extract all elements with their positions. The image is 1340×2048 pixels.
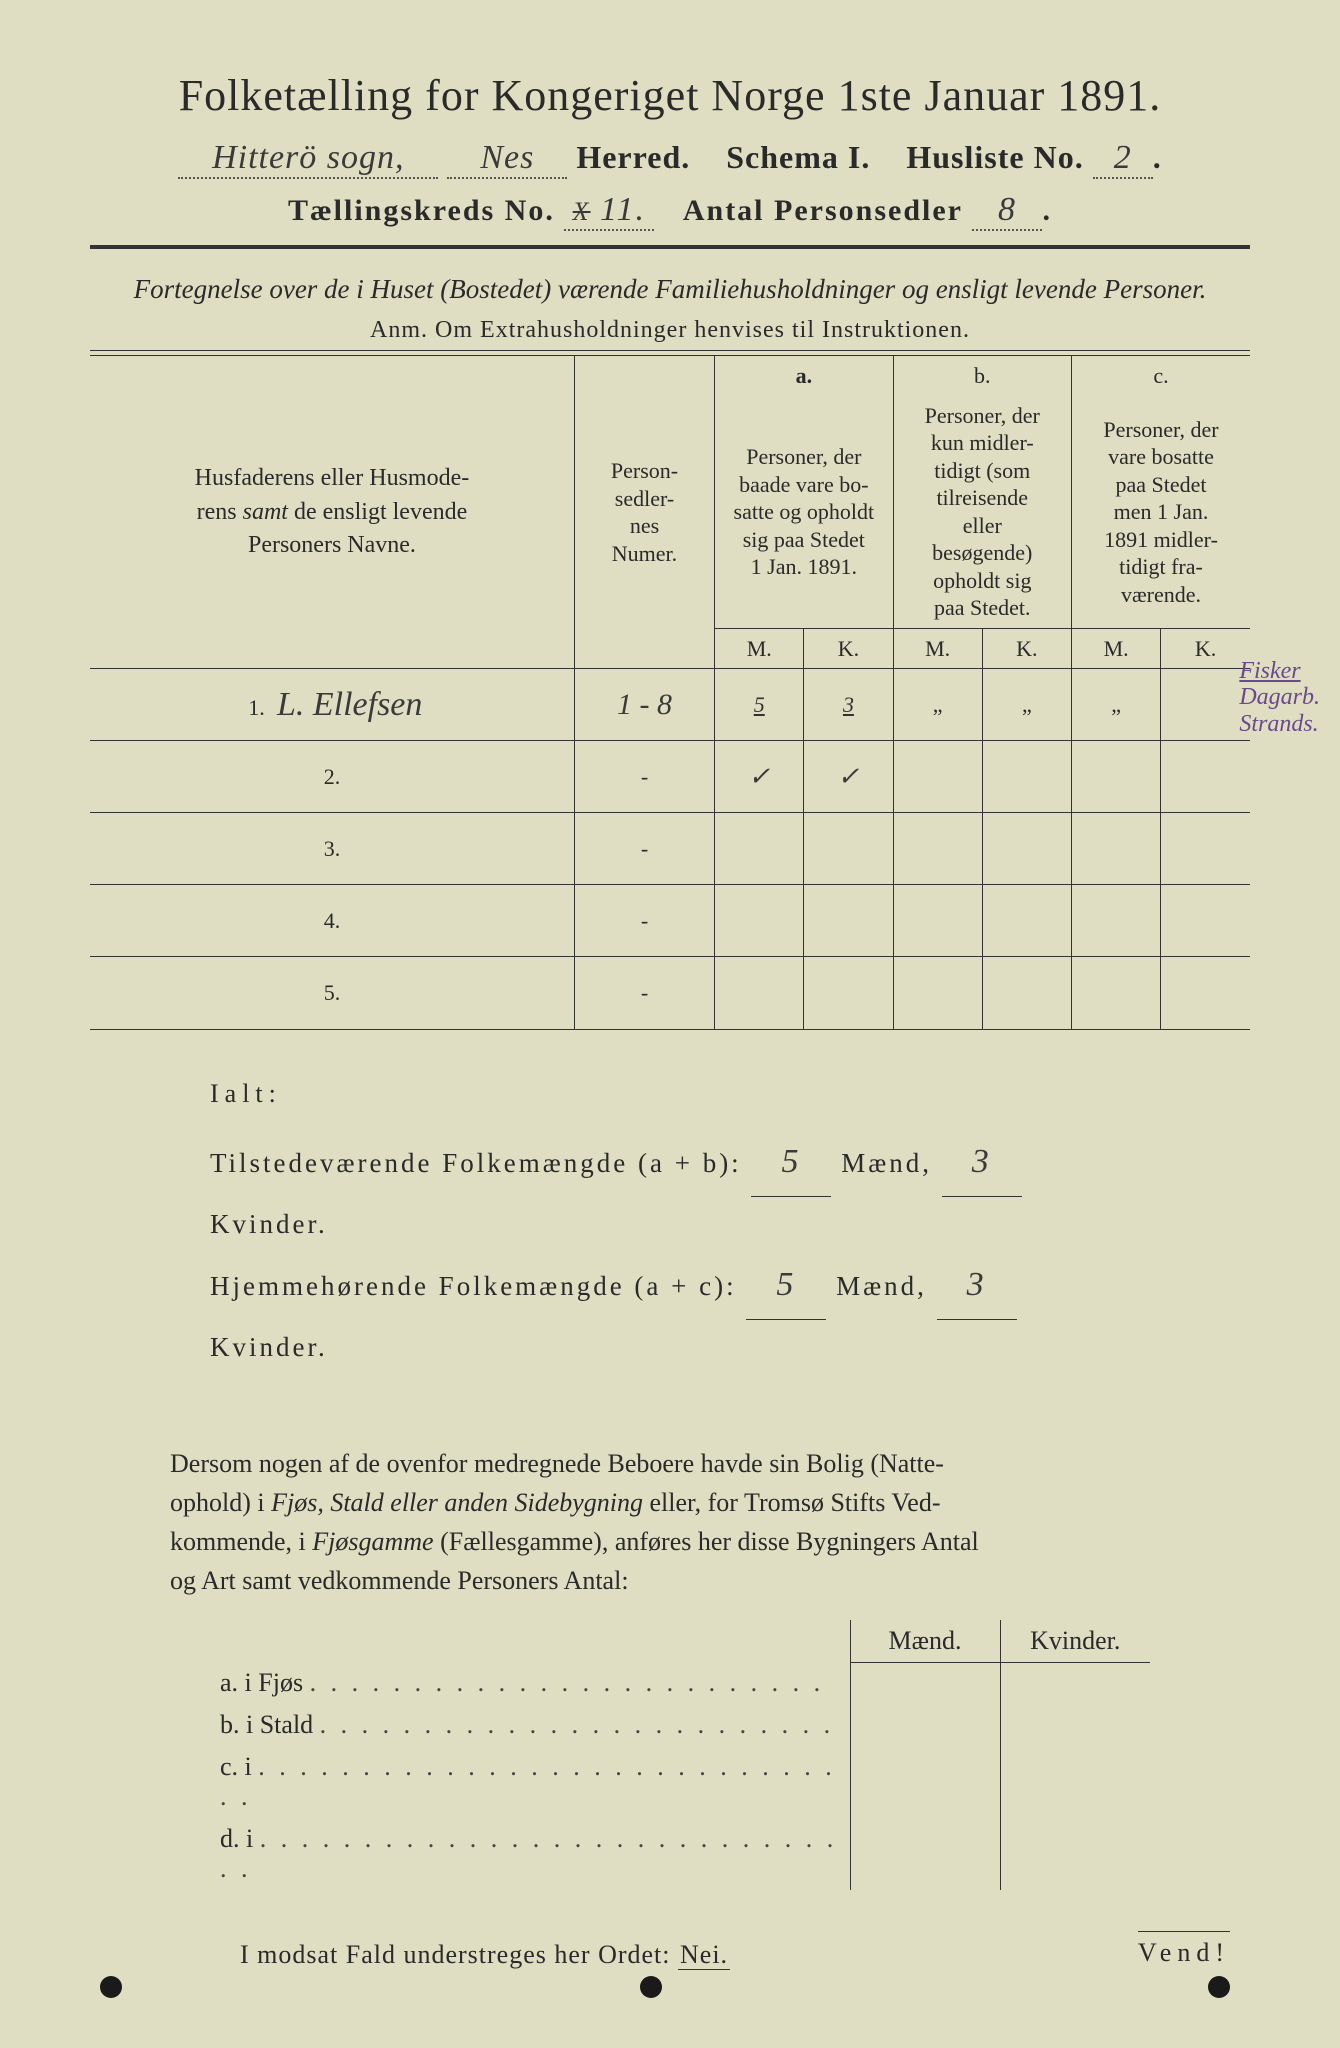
anm-note: Anm. Om Extrahusholdninger henvises til … xyxy=(90,317,1250,344)
maend-header: Mænd. xyxy=(850,1620,1000,1663)
col-b-label: b. xyxy=(893,356,1071,396)
col-b-k: K. xyxy=(982,628,1071,669)
punch-hole-icon xyxy=(1208,1976,1230,1998)
page-title: Folketælling for Kongeriget Norge 1ste J… xyxy=(90,70,1250,121)
building-table: Mænd. Kvinder. a. i Fjøs . . . . . . . .… xyxy=(210,1620,1150,1891)
building-row: d. i . . . . . . . . . . . . . . . . . .… xyxy=(210,1818,1150,1890)
header-line-2: Tællingskreds No. X 11. Antal Personsedl… xyxy=(90,191,1250,231)
col-c-k: K. xyxy=(1161,628,1250,669)
col-b-text: Personer, derkun midler-tidigt (somtilre… xyxy=(893,396,1071,629)
instruction-paragraph: Dersom nogen af de ovenfor medregnede Be… xyxy=(170,1444,1190,1600)
building-row: b. i Stald . . . . . . . . . . . . . . .… xyxy=(210,1704,1150,1746)
ialt-label: Ialt: xyxy=(210,1068,1130,1120)
building-row: c. i . . . . . . . . . . . . . . . . . .… xyxy=(210,1746,1150,1818)
table-bottom-rule xyxy=(90,1029,1250,1030)
header-line-1: Hitterö sogn, Nes Herred. Schema I. Husl… xyxy=(90,139,1250,179)
marginal-notes: Fisker Dagarb. Strands. xyxy=(1239,658,1320,737)
schema-label: Schema I. xyxy=(726,139,870,175)
kreds-no: X 11. xyxy=(564,191,654,231)
husliste-no: 2 xyxy=(1093,139,1153,179)
totals-block: Ialt: Tilstedeværende Folkemængde (a + b… xyxy=(210,1068,1130,1374)
sogn-field: Hitterö sogn, xyxy=(178,139,438,179)
table-row: 5. - xyxy=(90,957,1250,1029)
col-a-k: K. xyxy=(804,628,893,669)
table-row: 1. L. Ellefsen 1 - 8 5 3 „ „ „ xyxy=(90,669,1250,741)
kvinder-header: Kvinder. xyxy=(1000,1620,1150,1663)
col-c-text: Personer, dervare bosattepaa Stedetmen 1… xyxy=(1071,396,1250,629)
punch-hole-icon xyxy=(100,1976,122,1998)
antal-no: 8 xyxy=(972,191,1042,231)
husliste-label: Husliste No. xyxy=(906,139,1083,175)
kreds-label: Tællingskreds No. xyxy=(288,194,555,227)
col-name: Husfaderens eller Husmode-rens samt de e… xyxy=(90,356,574,669)
col-b-m: M. xyxy=(893,628,982,669)
nei-line: I modsat Fald understreges her Ordet: Ne… xyxy=(240,1940,1250,1970)
divider xyxy=(90,245,1250,249)
nei-word: Nei. xyxy=(678,1940,730,1970)
vend-label: Vend! xyxy=(1138,1931,1230,1968)
col-a-m: M. xyxy=(715,628,804,669)
herred-label: Herred. xyxy=(576,139,690,175)
home-line: Hjemmehørende Folkemængde (a + c): 5 Mæn… xyxy=(210,1251,1130,1374)
building-row: a. i Fjøs . . . . . . . . . . . . . . . … xyxy=(210,1662,1150,1704)
table-row: 4. - xyxy=(90,885,1250,957)
table-row: 3. - xyxy=(90,813,1250,885)
subtitle: Fortegnelse over de i Huset (Bostedet) v… xyxy=(90,271,1250,307)
herred-field: Nes xyxy=(447,139,567,179)
present-line: Tilstedeværende Folkemængde (a + b): 5 M… xyxy=(210,1128,1130,1251)
table-row: 2. - ✓ ✓ xyxy=(90,741,1250,813)
col-a-text: Personer, derbaade vare bo-satte og opho… xyxy=(715,396,893,629)
col-numer: Person-sedler-nesNumer. xyxy=(574,356,714,669)
punch-hole-icon xyxy=(640,1976,662,1998)
census-table: Husfaderens eller Husmode-rens samt de e… xyxy=(90,355,1250,1029)
divider-thin xyxy=(90,350,1250,351)
col-c-m: M. xyxy=(1071,628,1160,669)
col-a-label: a. xyxy=(715,356,893,396)
antal-label: Antal Personsedler xyxy=(683,194,963,227)
col-c-label: c. xyxy=(1071,356,1250,396)
